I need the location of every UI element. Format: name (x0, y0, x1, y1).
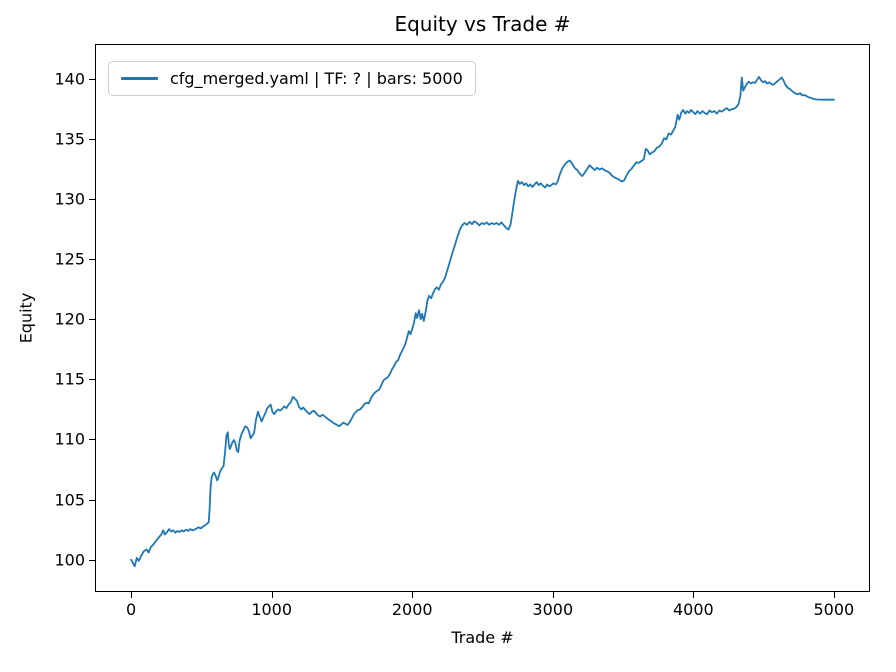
x-tick-label: 1000 (251, 600, 293, 619)
y-tick-mark (89, 78, 95, 80)
equity-line-chart (130, 75, 835, 568)
y-tick-label: 120 (54, 309, 85, 329)
y-tick-label: 125 (54, 249, 85, 269)
y-tick-label: 110 (54, 429, 85, 449)
y-tick-label: 100 (54, 550, 85, 570)
y-axis-label: Equity (16, 292, 36, 344)
y-tick-label: 130 (54, 189, 85, 209)
x-tick-mark (833, 592, 835, 598)
y-tick-mark (89, 499, 95, 501)
equity-line-series (130, 75, 835, 568)
y-tick-mark (89, 319, 95, 321)
y-tick-mark (89, 198, 95, 200)
x-tick-label: 5000 (813, 600, 855, 619)
y-tick-mark (89, 259, 95, 261)
x-tick-label: 2000 (391, 600, 433, 619)
y-tick-label: 105 (54, 490, 85, 510)
x-tick-label: 3000 (532, 600, 574, 619)
legend: cfg_merged.yaml | TF: ? | bars: 5000 (108, 61, 476, 96)
y-tick-mark (89, 379, 95, 381)
legend-label: cfg_merged.yaml | TF: ? | bars: 5000 (170, 69, 463, 88)
y-tick-mark (89, 439, 95, 441)
y-tick-mark (89, 559, 95, 561)
x-tick-mark (131, 592, 133, 598)
y-tick-mark (89, 138, 95, 140)
x-tick-label: 4000 (672, 600, 714, 619)
y-tick-label: 140 (54, 69, 85, 89)
x-axis-label: Trade # (451, 628, 514, 647)
x-tick-mark (412, 592, 414, 598)
plot-area: cfg_merged.yaml | TF: ? | bars: 5000 (95, 44, 870, 592)
x-tick-mark (693, 592, 695, 598)
x-tick-mark (552, 592, 554, 598)
x-tick-label: 0 (126, 600, 137, 619)
x-tick-mark (271, 592, 273, 598)
y-tick-label: 135 (54, 129, 85, 149)
chart-title: Equity vs Trade # (394, 12, 571, 36)
y-tick-label: 115 (54, 369, 85, 389)
legend-line-sample (121, 77, 158, 80)
